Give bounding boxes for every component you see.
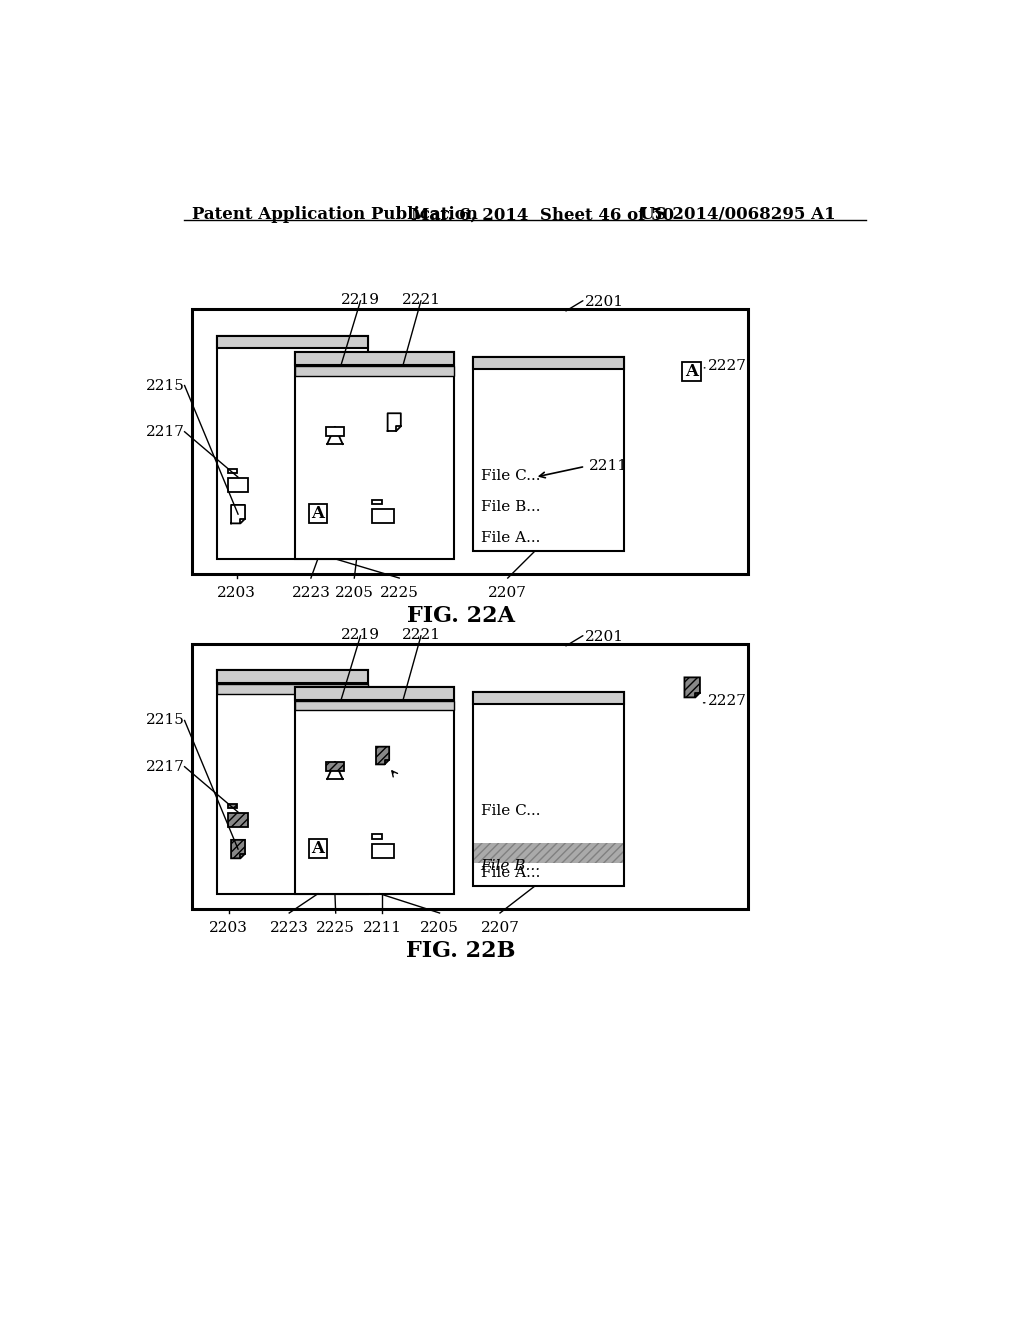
- Text: 2225: 2225: [316, 921, 355, 935]
- Text: FIG. 22A: FIG. 22A: [408, 605, 515, 627]
- Bar: [372, 508, 394, 523]
- Bar: [217, 684, 369, 693]
- Bar: [308, 504, 328, 523]
- Text: 2205: 2205: [335, 586, 374, 599]
- Text: A: A: [311, 504, 325, 521]
- Bar: [473, 692, 624, 705]
- Text: Mar. 6, 2014  Sheet 46 of 50: Mar. 6, 2014 Sheet 46 of 50: [411, 206, 674, 223]
- Bar: [295, 688, 454, 894]
- Text: 2203: 2203: [217, 586, 256, 599]
- Bar: [191, 644, 748, 909]
- Text: 2217: 2217: [145, 760, 184, 774]
- Polygon shape: [388, 413, 400, 430]
- Text: 2215: 2215: [145, 714, 184, 727]
- Bar: [217, 335, 369, 348]
- Text: 2221: 2221: [401, 293, 440, 308]
- Bar: [295, 688, 454, 700]
- Bar: [372, 834, 382, 840]
- Polygon shape: [231, 840, 245, 858]
- Bar: [295, 352, 454, 558]
- Text: 2207: 2207: [488, 586, 527, 599]
- Bar: [295, 352, 454, 364]
- Bar: [326, 762, 344, 771]
- Bar: [473, 358, 624, 370]
- Text: 2211: 2211: [589, 459, 628, 473]
- Text: A: A: [311, 840, 325, 857]
- Bar: [228, 813, 248, 826]
- Polygon shape: [684, 677, 700, 697]
- Bar: [295, 701, 454, 710]
- Text: 2201: 2201: [586, 631, 625, 644]
- Text: File A...: File A...: [480, 866, 540, 880]
- Text: File C...: File C...: [480, 804, 540, 818]
- Text: 2223: 2223: [269, 921, 308, 935]
- Bar: [217, 335, 369, 558]
- Text: 2219: 2219: [341, 293, 380, 308]
- Text: 2205: 2205: [420, 921, 459, 935]
- Bar: [372, 499, 382, 504]
- Text: File C...: File C...: [480, 470, 540, 483]
- Bar: [308, 840, 328, 858]
- Text: File A...: File A...: [480, 531, 540, 545]
- Bar: [474, 843, 624, 863]
- Text: File B...: File B...: [480, 500, 540, 515]
- Text: 2221: 2221: [401, 628, 440, 642]
- Text: 2201: 2201: [586, 296, 625, 309]
- Bar: [473, 358, 624, 552]
- Bar: [217, 671, 369, 682]
- Bar: [295, 367, 454, 376]
- Bar: [228, 478, 248, 492]
- Polygon shape: [231, 506, 245, 524]
- Text: 2227: 2227: [708, 359, 746, 374]
- Text: 2207: 2207: [480, 921, 519, 935]
- Polygon shape: [376, 747, 389, 764]
- Text: File B...: File B...: [480, 859, 541, 873]
- Text: A: A: [685, 363, 698, 380]
- Text: FIG. 22B: FIG. 22B: [407, 940, 516, 962]
- Text: 2225: 2225: [380, 586, 419, 599]
- Text: US 2014/0068295 A1: US 2014/0068295 A1: [640, 206, 836, 223]
- Text: 2211: 2211: [362, 921, 401, 935]
- Bar: [228, 469, 238, 474]
- Bar: [372, 843, 394, 858]
- Text: 2223: 2223: [292, 586, 331, 599]
- Text: 2215: 2215: [145, 379, 184, 392]
- Bar: [191, 309, 748, 574]
- Text: 2203: 2203: [209, 921, 248, 935]
- Text: Patent Application Publication: Patent Application Publication: [191, 206, 477, 223]
- Bar: [217, 671, 369, 894]
- Text: 2219: 2219: [341, 628, 380, 642]
- Bar: [682, 363, 700, 381]
- Bar: [228, 804, 238, 808]
- Text: 2217: 2217: [145, 425, 184, 438]
- Bar: [473, 692, 624, 886]
- Bar: [326, 428, 344, 437]
- Text: 2227: 2227: [708, 694, 746, 709]
